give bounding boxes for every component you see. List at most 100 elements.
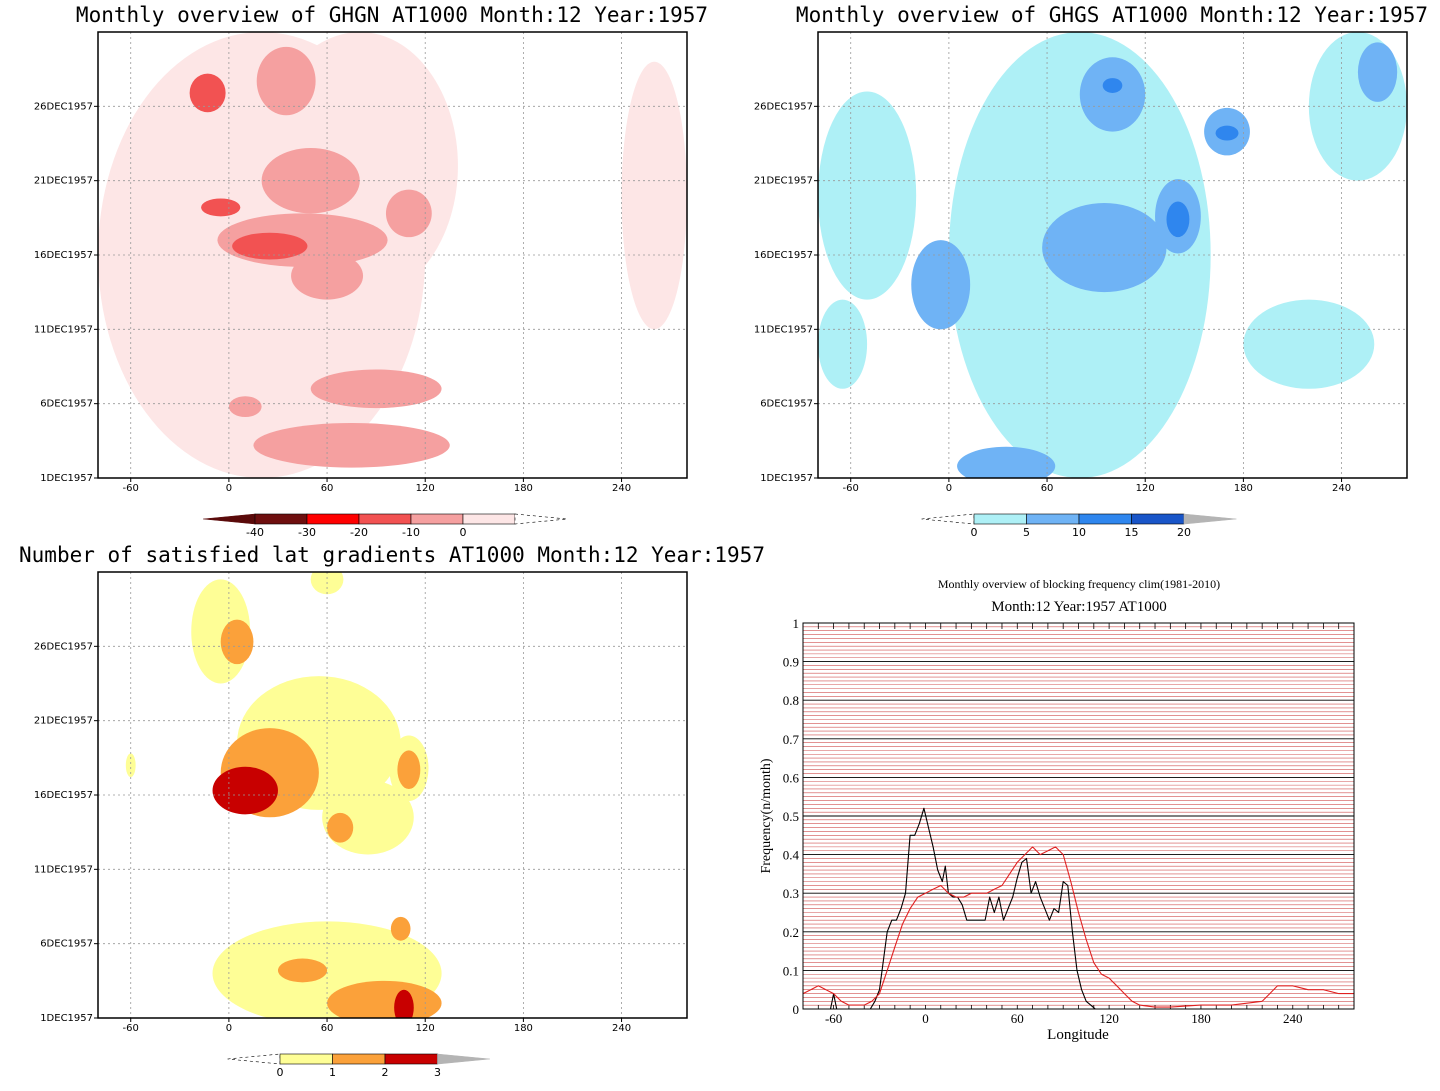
contour-blob-level--10 <box>228 396 262 418</box>
chart-subtitle: Month:12 Year:1957 AT1000 <box>991 599 1166 615</box>
colorbar-segment <box>973 513 1027 525</box>
y-tick-label: 0.5 <box>783 809 799 824</box>
colorbar-extend-low <box>202 513 256 525</box>
contour-blob-level--10 <box>310 369 442 409</box>
x-tick-label: 0 <box>226 483 232 494</box>
chart-title: Monthly overview of blocking frequency c… <box>938 577 1220 591</box>
colorbar-label: -10 <box>402 526 420 539</box>
contour-blob-level--10 <box>256 46 316 116</box>
contour-blob-level--20 <box>189 73 226 113</box>
y-tick-label: 0.3 <box>783 886 799 901</box>
hatched-background <box>802 622 1355 1010</box>
colorbar-segment <box>306 513 360 525</box>
y-tick-labels: 1DEC1957 6DEC1957 11DEC1957 16DEC1957 21DEC1… <box>34 101 98 484</box>
y-tick-label: 1DEC1957 <box>40 473 93 484</box>
contour-blob-level-2 <box>277 958 328 983</box>
colorbar-segment <box>1131 513 1185 525</box>
colorbar-extend-high <box>514 513 568 525</box>
y-tick-labels: 1DEC1957 6DEC1957 11DEC1957 16DEC1957 21DEC1… <box>34 641 98 1024</box>
x-tick-label: 0 <box>226 1023 232 1034</box>
colorbar-label: 10 <box>1072 526 1086 539</box>
x-tick-label: 60 <box>321 483 334 494</box>
chart-title: Number of satisfied lat gradients AT1000… <box>19 543 765 567</box>
y-tick-label: 11DEC1957 <box>754 324 813 335</box>
colorbar-label: 0 <box>277 1066 284 1079</box>
colorbar-label: 20 <box>1177 526 1191 539</box>
contour-blob-level-10 <box>1102 78 1123 93</box>
colorbar-label: 15 <box>1125 526 1139 539</box>
y-tick-label: 0.7 <box>783 732 800 747</box>
contour-blob-level-5 <box>957 446 1056 478</box>
colorbar: 0 5 10 15 20 <box>921 513 1237 539</box>
x-axis-label: Longitude <box>1047 1027 1109 1043</box>
x-tick-label: 240 <box>612 1023 631 1034</box>
plot-frame <box>802 622 1355 1010</box>
y-tick-label: 21DEC1957 <box>754 176 813 187</box>
contour-blob-level-1 <box>125 753 136 778</box>
contour-blob-level-5 <box>911 240 971 330</box>
colorbar-segment <box>1026 513 1080 525</box>
contour-fields <box>818 32 1407 478</box>
y-tick-label: 16DEC1957 <box>34 250 93 261</box>
contour-blob-level--10 <box>253 422 450 468</box>
colorbar-segment <box>358 513 412 525</box>
contour-blob-level-0 <box>818 91 917 300</box>
x-tick-labels: -60 0 60 120 180 240 <box>123 1018 631 1034</box>
y-axis-label: Frequency(n/month) <box>759 758 774 873</box>
colorbar-label: -30 <box>298 526 316 539</box>
contour-blob-level--10 <box>385 189 432 238</box>
x-tick-label: 180 <box>1234 483 1253 494</box>
chart-title: Monthly overview of GHGN AT1000 Month:12… <box>76 3 708 27</box>
y-tick-labels: 1DEC1957 6DEC1957 11DEC1957 16DEC1957 21DEC1… <box>754 101 818 484</box>
x-tick-labels: -60 0 60 120 180 240 <box>825 1011 1303 1026</box>
x-tick-label: 0 <box>946 483 952 494</box>
y-tick-labels: 0 0.1 0.2 0.3 0.4 0.5 0.6 0.7 0.8 0.9 1 <box>783 616 800 1017</box>
y-tick-label: 21DEC1957 <box>34 716 93 727</box>
x-tick-labels: -60 0 60 120 180 240 <box>123 478 631 494</box>
colorbar-segment <box>384 1053 438 1065</box>
colorbar-extend-low <box>227 1053 281 1065</box>
contour-blob-level-0 <box>818 299 868 389</box>
contour-blob-level-10 <box>1166 201 1190 238</box>
colorbar-segment <box>462 513 516 525</box>
y-tick-label: 0.1 <box>783 963 799 978</box>
colorbar-segment <box>1078 513 1132 525</box>
colorbar-label: 2 <box>382 1066 389 1079</box>
colorbar-label: -20 <box>350 526 368 539</box>
y-tick-label: 1DEC1957 <box>760 473 813 484</box>
y-tick-label: 0.2 <box>783 925 799 940</box>
series-lines <box>803 807 1354 1009</box>
panel-blocking-frequency: Monthly overview of blocking frequency c… <box>759 577 1355 1043</box>
y-tick-label: 1 <box>793 616 800 631</box>
contour-blob-level-10 <box>1215 125 1239 141</box>
contour-blob-level-0 <box>621 61 687 330</box>
contour-fields <box>98 32 687 478</box>
y-tick-label: 1DEC1957 <box>40 1013 93 1024</box>
contour-fields <box>125 572 442 1018</box>
colorbar-extend-high <box>1183 513 1237 525</box>
contour-blob-level-0 <box>1243 299 1375 389</box>
x-tick-label: 60 <box>1011 1011 1024 1026</box>
x-tick-label: 0 <box>922 1011 929 1026</box>
x-tick-label: 60 <box>321 1023 334 1034</box>
contour-blob-level-2 <box>220 619 254 665</box>
x-tick-label: 180 <box>1191 1011 1211 1026</box>
contour-blob-level-3 <box>212 766 278 815</box>
contour-blob-level-5 <box>1042 202 1167 293</box>
y-tick-label: 6DEC1957 <box>40 399 93 410</box>
contour-blob-level-1 <box>310 572 344 595</box>
x-tick-label: 60 <box>1041 483 1054 494</box>
y-tick-label: 0 <box>793 1002 800 1017</box>
contour-blob-level--20 <box>201 198 241 217</box>
contour-blob-level--20 <box>232 232 308 260</box>
y-tick-label: 6DEC1957 <box>760 399 813 410</box>
y-tick-label: 6DEC1957 <box>40 939 93 950</box>
colorbar-segment <box>254 513 308 525</box>
series-line-1 <box>803 846 1354 1008</box>
x-tick-label: -60 <box>123 1023 139 1034</box>
colorbar-extend-low <box>921 513 975 525</box>
contour-blob-level-3 <box>394 989 414 1018</box>
x-tick-label: 120 <box>416 1023 435 1034</box>
contour-blob-level-2 <box>390 916 411 941</box>
